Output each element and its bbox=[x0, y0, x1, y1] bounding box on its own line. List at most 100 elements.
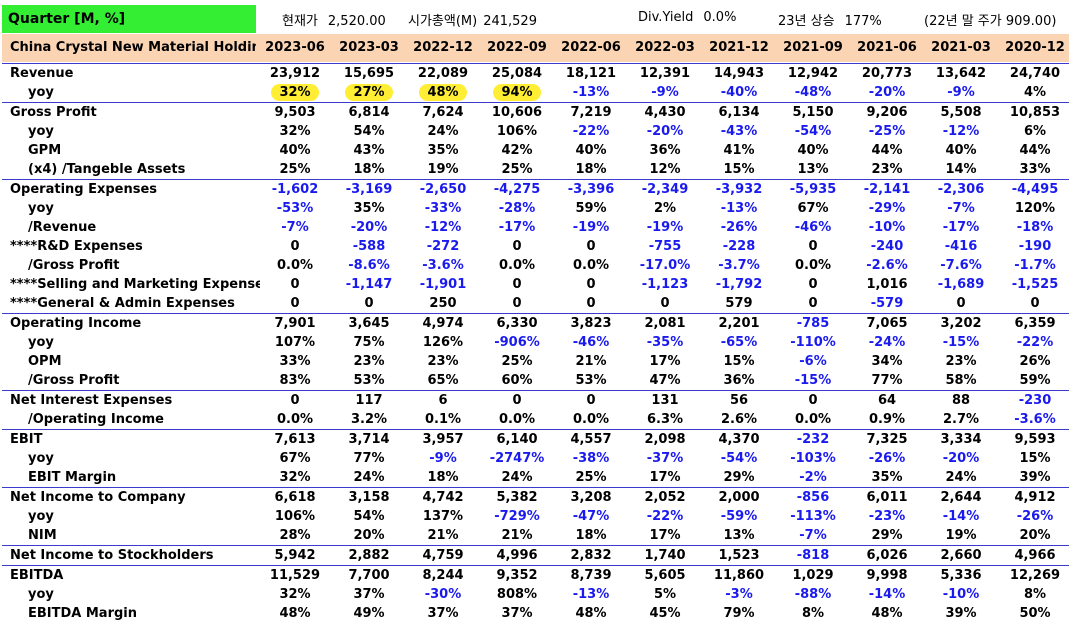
top-info-bar: Quarter [M, %] 현재가 2,520.00 시가총액(M) 241,52… bbox=[0, 0, 1071, 34]
table-row: yoy 32% 37% -30% 808% -13% 5% -3% -88% -14% -10% 8% bbox=[2, 585, 1069, 604]
table-cell: -19% bbox=[572, 220, 610, 235]
table-cell: -14% bbox=[942, 509, 980, 524]
table-cell: 8% bbox=[1023, 587, 1047, 602]
table-cell: 6.3% bbox=[646, 412, 684, 427]
table-cell: -5,935 bbox=[789, 182, 837, 197]
quarter-header: 2021-12 bbox=[709, 40, 769, 55]
table-row: Net Interest Expenses 0 117 6 0 0 131 56 0 64 88 -2… bbox=[2, 390, 1069, 410]
quarter-header: 2023-06 bbox=[265, 40, 325, 55]
table-cell: 28% bbox=[279, 528, 311, 543]
table-cell: 32% bbox=[258, 83, 332, 102]
table-cell: -26% bbox=[1016, 509, 1054, 524]
table-cell: 9,206 bbox=[866, 105, 908, 120]
row-label: Revenue bbox=[10, 66, 74, 81]
table-cell: 3,208 bbox=[570, 490, 612, 505]
table-cell: 40% bbox=[279, 143, 311, 158]
table-cell: 65% bbox=[427, 373, 459, 388]
table-cell: 59% bbox=[1019, 373, 1051, 388]
table-cell: 6,330 bbox=[496, 316, 538, 331]
table-row: Gross Profit 9,503 6,814 7,624 10,606 7,219 4,… bbox=[2, 102, 1069, 122]
table-cell: 21% bbox=[427, 528, 459, 543]
table-row: Revenue 23,912 15,695 22,089 25,084 18,121 12,… bbox=[2, 63, 1069, 83]
table-cell: -10% bbox=[868, 220, 906, 235]
table-cell: 27% bbox=[332, 83, 406, 102]
table-row: (x4) /Tangeble Assets 25% 18% 19% 25% 18% 12% 1… bbox=[2, 160, 1069, 179]
table-cell: 34% bbox=[871, 354, 903, 369]
table-cell: 7,624 bbox=[422, 105, 464, 120]
quarter-header: 2021-03 bbox=[931, 40, 991, 55]
table-cell: -579 bbox=[870, 296, 904, 311]
table-cell: -3.6% bbox=[422, 258, 464, 273]
table-cell: 6 bbox=[438, 393, 448, 408]
table-cell: 20,773 bbox=[861, 66, 913, 81]
table-cell: 21% bbox=[575, 354, 607, 369]
table-cell: -113% bbox=[790, 509, 836, 524]
table-cell: 9,593 bbox=[1014, 432, 1056, 447]
table-cell: 1,016 bbox=[866, 277, 908, 292]
table-cell: 37% bbox=[353, 587, 385, 602]
highlighted-value: 32% bbox=[271, 84, 319, 101]
table-cell: 67% bbox=[797, 201, 829, 216]
row-label: OPM bbox=[28, 354, 62, 369]
table-row: yoy 32% 54% 24% 106% -22% -20% -43% -54% -25% -12%… bbox=[2, 122, 1069, 141]
table-row: Operating Income 7,901 3,645 4,974 6,330 3,82… bbox=[2, 313, 1069, 333]
table-cell: 3,334 bbox=[940, 432, 982, 447]
table-row: EBITDA Margin 48% 49% 37% 37% 48% 45% 79% 8% 48% 3… bbox=[2, 604, 1069, 623]
table-cell: -29% bbox=[868, 201, 906, 216]
table-cell: 42% bbox=[501, 143, 533, 158]
table-cell: -729% bbox=[494, 509, 540, 524]
financial-table: Revenue 23,912 15,695 22,089 25,084 18,121 12,… bbox=[2, 63, 1069, 623]
table-cell: 26% bbox=[1019, 354, 1051, 369]
table-cell: 4,742 bbox=[422, 490, 464, 505]
table-cell: 29% bbox=[723, 470, 755, 485]
table-cell: 808% bbox=[496, 587, 538, 602]
table-cell: 21% bbox=[501, 528, 533, 543]
table-cell: 40% bbox=[945, 143, 977, 158]
table-cell: -37% bbox=[646, 451, 684, 466]
table-cell: 25% bbox=[279, 162, 311, 177]
table-cell: 15% bbox=[723, 354, 755, 369]
table-cell: 10,853 bbox=[1009, 105, 1061, 120]
table-cell: 6,026 bbox=[866, 548, 908, 563]
table-cell: 67% bbox=[279, 451, 311, 466]
row-label: Net Interest Expenses bbox=[10, 393, 173, 408]
table-cell: 33% bbox=[1019, 162, 1051, 177]
table-row: Operating Expenses -1,602 -3,169 -2,650 -4,2… bbox=[2, 179, 1069, 199]
table-cell: 5% bbox=[653, 587, 677, 602]
quarter-header: 2020-12 bbox=[1005, 40, 1065, 55]
table-cell: 4,370 bbox=[718, 432, 760, 447]
highlighted-value: 48% bbox=[419, 84, 467, 101]
table-cell: 0 bbox=[512, 296, 522, 311]
table-cell: -103% bbox=[790, 451, 836, 466]
table-cell: 18% bbox=[353, 162, 385, 177]
table-cell: 24% bbox=[427, 124, 459, 139]
table-cell: -46% bbox=[572, 335, 610, 350]
table-cell: 56 bbox=[729, 393, 749, 408]
table-cell: 35% bbox=[427, 143, 459, 158]
quarter-header: 2021-09 bbox=[783, 40, 843, 55]
table-cell: -9% bbox=[429, 451, 457, 466]
table-cell: 37% bbox=[427, 606, 459, 621]
table-cell: 2,201 bbox=[718, 316, 760, 331]
table-cell: -25% bbox=[868, 124, 906, 139]
table-cell: 1,740 bbox=[644, 548, 686, 563]
table-cell: 14% bbox=[945, 162, 977, 177]
table-cell: 7,901 bbox=[274, 316, 316, 331]
table-cell: -3,932 bbox=[715, 182, 763, 197]
table-cell: 40% bbox=[575, 143, 607, 158]
table-cell: -232 bbox=[796, 432, 830, 447]
table-cell: -3% bbox=[725, 587, 753, 602]
table-cell: -15% bbox=[942, 335, 980, 350]
table-cell: -13% bbox=[720, 201, 758, 216]
table-cell: 32% bbox=[279, 587, 311, 602]
table-cell: -2.6% bbox=[866, 258, 908, 273]
table-cell: 0 bbox=[808, 393, 818, 408]
table-cell: 2,832 bbox=[570, 548, 612, 563]
table-cell: -9% bbox=[651, 85, 679, 100]
table-cell: 2,081 bbox=[644, 316, 686, 331]
table-cell: -14% bbox=[868, 587, 906, 602]
table-row: yoy 32% 27% 48% 94% -13% -9% -40% -48% -20% -9% 4% bbox=[2, 83, 1069, 102]
table-row: Net Income to Stockholders 5,942 2,882 4,75… bbox=[2, 545, 1069, 565]
table-cell: -24% bbox=[868, 335, 906, 350]
highlighted-value: 27% bbox=[345, 84, 393, 101]
